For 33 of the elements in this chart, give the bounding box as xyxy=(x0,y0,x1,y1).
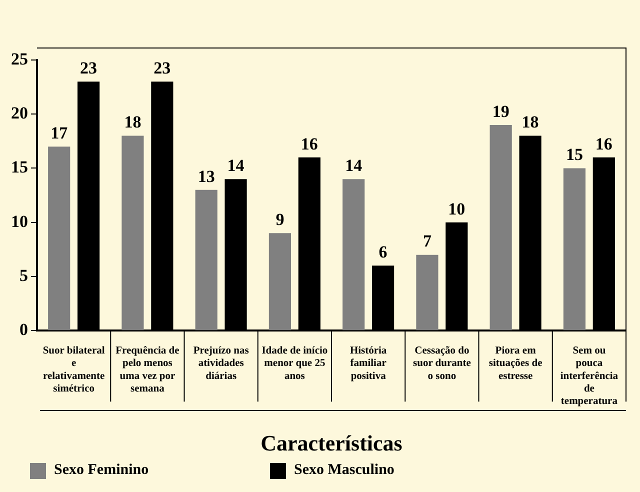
x-tick-label: Sem ou pouca interferência de temperatura xyxy=(560,346,619,408)
data-label: 14 xyxy=(227,156,245,175)
data-label: 16 xyxy=(595,134,612,154)
x-tick-label: Idade de início menor que 25 anos xyxy=(262,346,328,382)
data-label: 18 xyxy=(124,112,142,132)
data-label: 23 xyxy=(80,58,98,78)
data-label: 9 xyxy=(276,210,284,230)
legend-label: Sexo Feminino xyxy=(54,462,149,479)
data-label: 14 xyxy=(345,156,363,175)
x-axis-title: Características xyxy=(260,430,403,456)
x-tick-label: Frequência de pelo menos uma vez por semana xyxy=(116,346,180,394)
data-label: 23 xyxy=(154,58,171,78)
legend-label: Sexo Masculino xyxy=(294,462,394,479)
x-tick-label: Cessação do suor durante o sono xyxy=(413,346,472,382)
x-tick-label: História familiar positiva xyxy=(350,346,388,382)
y-tick-label: 10 xyxy=(11,212,28,231)
x-tick-label: Suor bilateral e relativamente simétrico xyxy=(42,346,105,394)
data-label: 7 xyxy=(422,232,432,251)
data-label: 6 xyxy=(378,242,388,262)
data-label: 10 xyxy=(448,199,466,218)
data-label: 16 xyxy=(300,134,318,154)
y-tick-label: 15 xyxy=(11,158,28,177)
data-label: 13 xyxy=(198,166,215,186)
y-tick-label: 5 xyxy=(20,266,28,285)
x-tick-label: Piora em situações de estresse xyxy=(488,346,543,382)
x-tick-label: Prejuízo nas atividades diárias xyxy=(193,346,249,382)
data-label: 19 xyxy=(492,102,510,121)
data-label: 17 xyxy=(50,123,68,142)
y-tick-label: 25 xyxy=(11,49,28,68)
y-tick-label: 0 xyxy=(20,320,28,339)
y-tick-label: 20 xyxy=(11,104,28,123)
data-label: 18 xyxy=(522,112,539,132)
data-label: 15 xyxy=(566,145,583,164)
